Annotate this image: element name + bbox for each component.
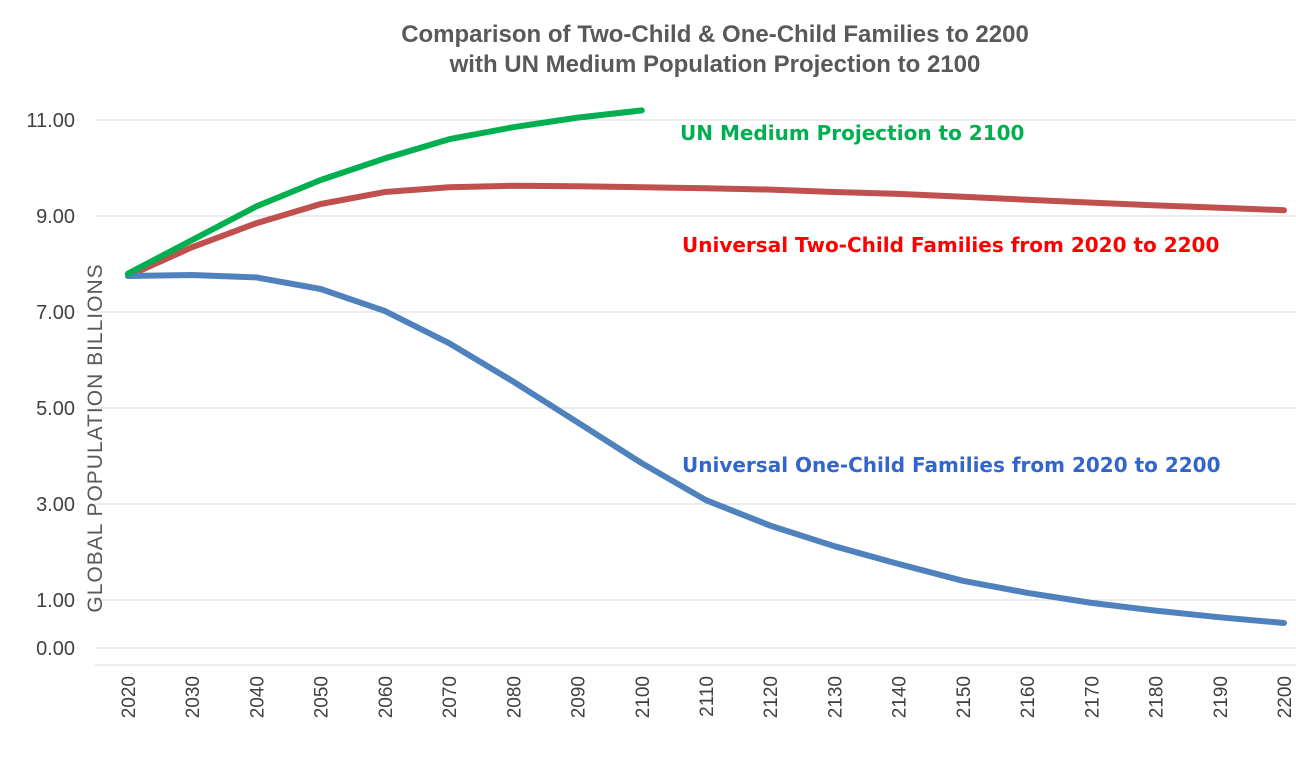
x-tick-label: 2130	[825, 676, 846, 718]
y-tick-label: 1.00	[36, 590, 75, 612]
x-tick-label: 2110	[697, 676, 718, 717]
series-lines	[125, 107, 1287, 626]
x-tick-label: 2100	[633, 676, 654, 718]
x-tick-label: 2050	[312, 676, 333, 718]
series-label-un-medium: UN Medium Projection to 2100	[680, 121, 1024, 145]
x-tick-label: 2080	[504, 676, 525, 718]
y-tick-label: 11.00	[26, 110, 75, 132]
y-tick-label: 0.00	[36, 638, 75, 660]
x-tick-label: 2060	[376, 676, 397, 718]
series-line-1	[125, 182, 1287, 279]
x-tick-label: 2200	[1275, 676, 1296, 718]
y-tick-label: 7.00	[36, 302, 75, 324]
x-tick-label: 2070	[440, 676, 461, 718]
x-tick-label: 2040	[247, 676, 268, 718]
y-axis-ticks: 0.00 1.00 3.00 5.00 7.00 9.00 11.00	[26, 110, 75, 660]
x-tick-label: 2140	[890, 676, 911, 718]
x-tick-label: 2160	[1018, 676, 1039, 718]
x-tick-label: 2180	[1147, 676, 1168, 718]
series-label-one-child: Universal One-Child Families from 2020 t…	[682, 453, 1221, 477]
x-axis-ticks: 2020 2030 2040 2050 2060 2070 2080 2090 2100 2110…	[119, 676, 1296, 718]
x-tick-label: 2170	[1082, 676, 1103, 718]
y-tick-label: 9.00	[36, 206, 75, 228]
y-axis-label: GLOBAL POPULATION BILLIONS	[84, 263, 107, 612]
series-label-two-child: Universal Two-Child Families from 2020 t…	[682, 233, 1219, 257]
y-tick-label: 5.00	[36, 398, 75, 420]
chart-title-line-2: with UN Medium Population Projection to …	[449, 51, 981, 78]
x-tick-label: 2120	[761, 676, 782, 718]
chart-title-line-1: Comparison of Two-Child & One-Child Fami…	[401, 21, 1029, 48]
y-tick-label: 3.00	[36, 494, 75, 516]
x-tick-label: 2090	[569, 676, 590, 718]
x-tick-label: 2030	[183, 676, 204, 718]
x-tick-label: 2190	[1211, 676, 1232, 718]
x-tick-label: 2150	[954, 676, 975, 718]
series-line-2	[125, 272, 1287, 626]
series-line-0	[125, 107, 645, 277]
gridlines	[95, 119, 1296, 666]
x-tick-label: 2020	[119, 676, 140, 718]
chart-title: Comparison of Two-Child & One-Child Fami…	[300, 20, 1130, 80]
